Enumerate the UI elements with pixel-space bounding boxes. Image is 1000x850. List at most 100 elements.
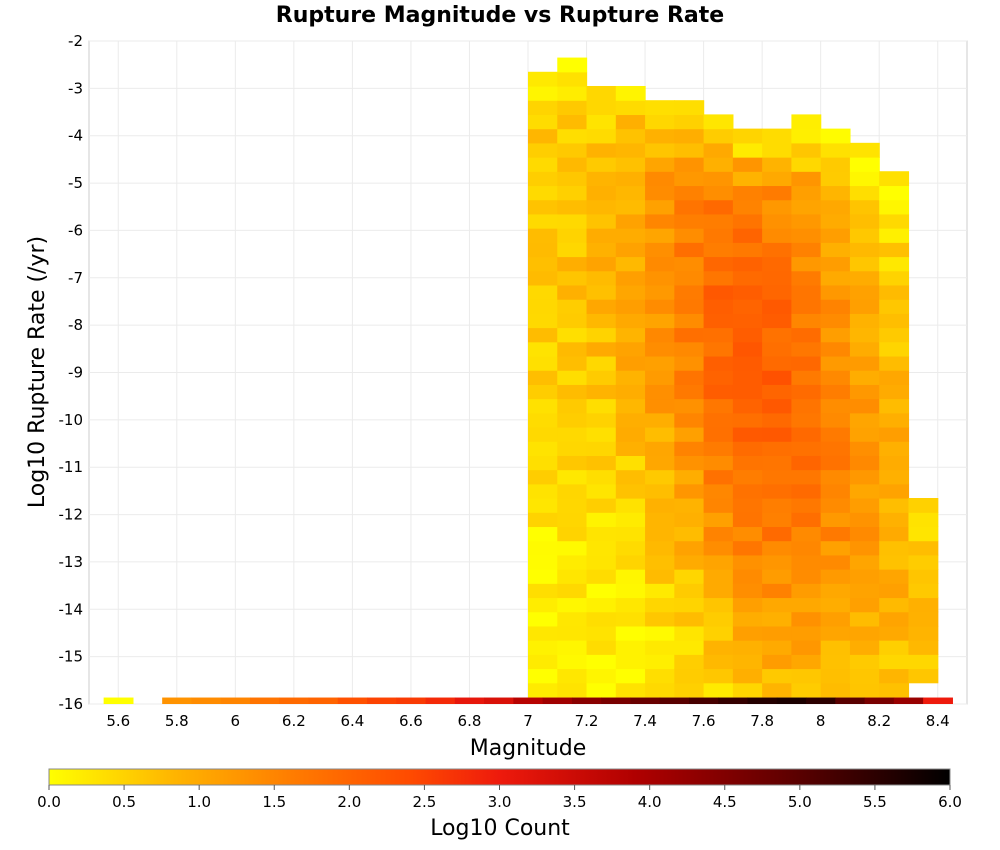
y-tick-label: -7	[68, 269, 83, 287]
heatmap-cell	[879, 483, 910, 499]
heatmap-cell	[586, 540, 617, 556]
heatmap-cell	[791, 242, 822, 258]
heatmap-cell	[908, 597, 939, 613]
heatmap-cell	[703, 554, 734, 570]
heatmap-cell	[615, 441, 646, 456]
heatmap-cell	[586, 498, 617, 513]
heatmap-cell	[820, 412, 851, 428]
heatmap-cell	[849, 554, 880, 570]
heatmap-cell	[762, 171, 792, 187]
heatmap-cell	[732, 228, 763, 243]
heatmap-cell	[820, 554, 851, 570]
heatmap-cell	[615, 512, 646, 528]
heatmap-cell	[586, 682, 617, 698]
heatmap-cell	[820, 398, 851, 414]
heatmap-cell	[674, 299, 705, 314]
heatmap-cell	[879, 569, 910, 584]
heatmap-cell	[879, 284, 910, 300]
colorbar-tick-label: 0.5	[112, 793, 136, 811]
heatmap-cell	[615, 483, 646, 499]
heatmap-cell	[820, 270, 851, 286]
heatmap-cell	[879, 270, 910, 286]
heatmap-cell	[645, 284, 675, 300]
heatmap-cell	[645, 327, 675, 343]
heatmap-cell	[791, 540, 822, 556]
x-tick-label: 6.8	[458, 712, 482, 730]
heatmap-cell	[732, 597, 763, 613]
heatmap-cell	[732, 384, 763, 400]
heatmap-cell	[703, 171, 734, 187]
heatmap-cell	[586, 583, 617, 599]
heatmap-cell	[674, 569, 705, 584]
heatmap-cell	[615, 469, 646, 485]
heatmap-cell	[703, 157, 734, 172]
heatmap-cell	[791, 398, 822, 414]
heatmap-cell	[791, 412, 822, 428]
heatmap-cell	[645, 299, 675, 314]
heatmap-cell	[849, 668, 880, 684]
heatmap-cell	[674, 157, 705, 172]
heatmap-cell	[791, 171, 822, 187]
heatmap-cell	[542, 697, 573, 704]
heatmap-cell	[732, 654, 763, 670]
heatmap-cell	[820, 370, 851, 385]
heatmap-cell	[674, 327, 705, 343]
heatmap-cell	[791, 668, 822, 684]
heatmap-cell	[791, 569, 822, 584]
heatmap-cell	[645, 171, 675, 187]
heatmap-cell	[557, 412, 588, 428]
heatmap-cell	[908, 668, 939, 684]
heatmap-cell	[615, 313, 646, 329]
heatmap-cell	[879, 554, 910, 570]
x-tick-label: 7.6	[692, 712, 716, 730]
heatmap-cell	[528, 426, 558, 442]
heatmap-cell	[586, 228, 617, 243]
heatmap-cell	[820, 526, 851, 542]
heatmap-cell	[806, 697, 836, 704]
heatmap-cell	[645, 512, 675, 528]
heatmap-cell	[849, 370, 880, 385]
heatmap-cell	[557, 71, 588, 87]
heatmap-cell	[557, 327, 588, 343]
heatmap-cell	[586, 597, 617, 613]
heatmap-cell	[762, 498, 792, 513]
heatmap-cell	[528, 114, 558, 130]
heatmap-cell	[615, 157, 646, 172]
heatmap-cell	[615, 384, 646, 400]
heatmap-cell	[703, 412, 734, 428]
heatmap-cell	[703, 355, 734, 371]
heatmap-cell	[791, 270, 822, 286]
heatmap-cell	[615, 682, 646, 698]
heatmap-cell	[586, 625, 617, 641]
heatmap-cell	[528, 355, 558, 371]
heatmap-cell	[703, 398, 734, 414]
heatmap-cell	[528, 483, 558, 499]
heatmap-cell	[732, 128, 763, 144]
heatmap-cell	[615, 256, 646, 272]
heatmap-cell	[557, 284, 588, 300]
heatmap-cell	[703, 114, 734, 130]
heatmap-cell	[732, 526, 763, 542]
heatmap-cell	[528, 469, 558, 485]
heatmap-cell	[615, 597, 646, 613]
heatmap-cell	[762, 242, 792, 258]
y-tick-label: -2	[68, 32, 83, 50]
heatmap-cell	[820, 384, 851, 400]
heatmap-cell	[674, 171, 705, 187]
heatmap-cell	[645, 128, 675, 144]
heatmap-cell	[879, 213, 910, 229]
heatmap-cell	[879, 498, 910, 513]
x-tick-label: 7.2	[575, 712, 599, 730]
heatmap-cell	[703, 270, 734, 286]
heatmap-cell	[747, 697, 778, 704]
heatmap-cell	[879, 597, 910, 613]
heatmap-cell	[879, 625, 910, 641]
heatmap-cell	[645, 384, 675, 400]
colorbar-tick-label: 4.0	[638, 793, 662, 811]
heatmap-cell	[703, 469, 734, 485]
heatmap-cell	[791, 341, 822, 357]
heatmap-cell	[849, 284, 880, 300]
heatmap-cell	[879, 654, 910, 670]
heatmap-cell	[586, 270, 617, 286]
heatmap-cell	[762, 483, 792, 499]
